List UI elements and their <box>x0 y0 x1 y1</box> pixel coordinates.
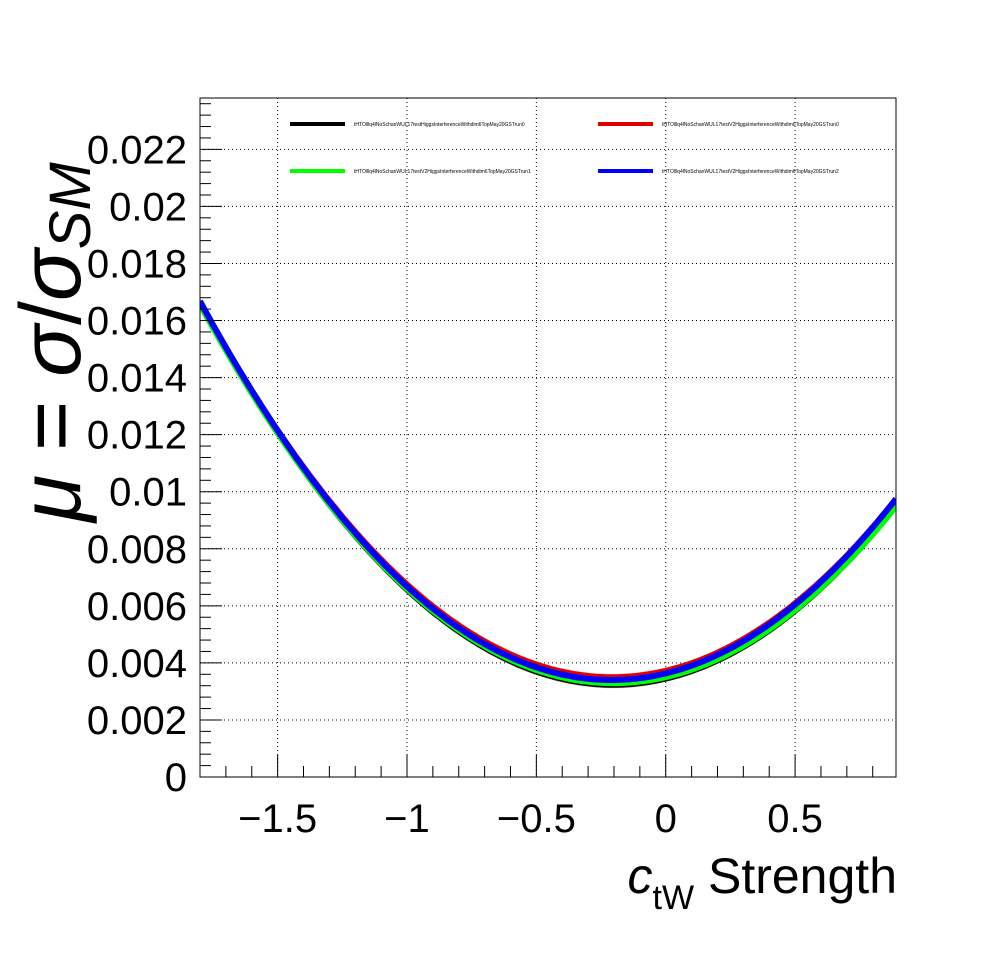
legend: tHTOlllq4lNoSchanWUL17testHiggsInterfere… <box>290 122 839 175</box>
x-tick-label: 0 <box>655 797 677 841</box>
y-tick-label: 0.002 <box>87 699 187 743</box>
grid-lines <box>200 98 896 777</box>
x-tick-label: −1.5 <box>238 797 317 841</box>
legend-label: tHTOlllq4lNoSchanWUL17testV2HiggsInterfe… <box>354 169 531 175</box>
legend-label: tHTOlllq4lNoSchanWUL17testHiggsInterfere… <box>354 122 525 128</box>
y-tick-label: 0.006 <box>87 585 187 629</box>
y-tick-label: 0.01 <box>109 471 187 515</box>
plot-frame <box>199 97 897 778</box>
x-tick-label: −1 <box>384 797 430 841</box>
y-tick-label: 0.014 <box>87 357 187 401</box>
tick-labels: −1.5 −1 −0.5 0 0.5 0 0.002 0.004 0.006 0.008 0.01 0… <box>87 128 823 841</box>
y-tick-label: 0.022 <box>87 128 187 172</box>
y-tick-label: 0.016 <box>87 300 187 344</box>
y-axis-label: μ = σ/σSM <box>3 162 103 524</box>
y-tick-label: 0.012 <box>87 414 187 458</box>
y-tick-label: 0 <box>165 756 187 800</box>
x-axis-label: ctW Strength <box>628 848 897 917</box>
x-tick-label: −0.5 <box>497 797 576 841</box>
y-tick-label: 0.008 <box>87 528 187 572</box>
x-tick-label: 0.5 <box>767 797 823 841</box>
legend-label: tHTOlllq4lNoSchanWUL17testV2HiggsInterfe… <box>662 122 839 128</box>
y-tick-label: 0.004 <box>87 642 187 686</box>
y-tick-label: 0.02 <box>109 185 187 229</box>
series-line <box>200 299 896 683</box>
series-lines <box>200 299 896 688</box>
legend-label: tHTOlllq4lNoSchanWUL17testV2HiggsInterfe… <box>662 169 839 175</box>
y-tick-label: 0.018 <box>87 242 187 286</box>
axis-ticks <box>199 103 874 778</box>
